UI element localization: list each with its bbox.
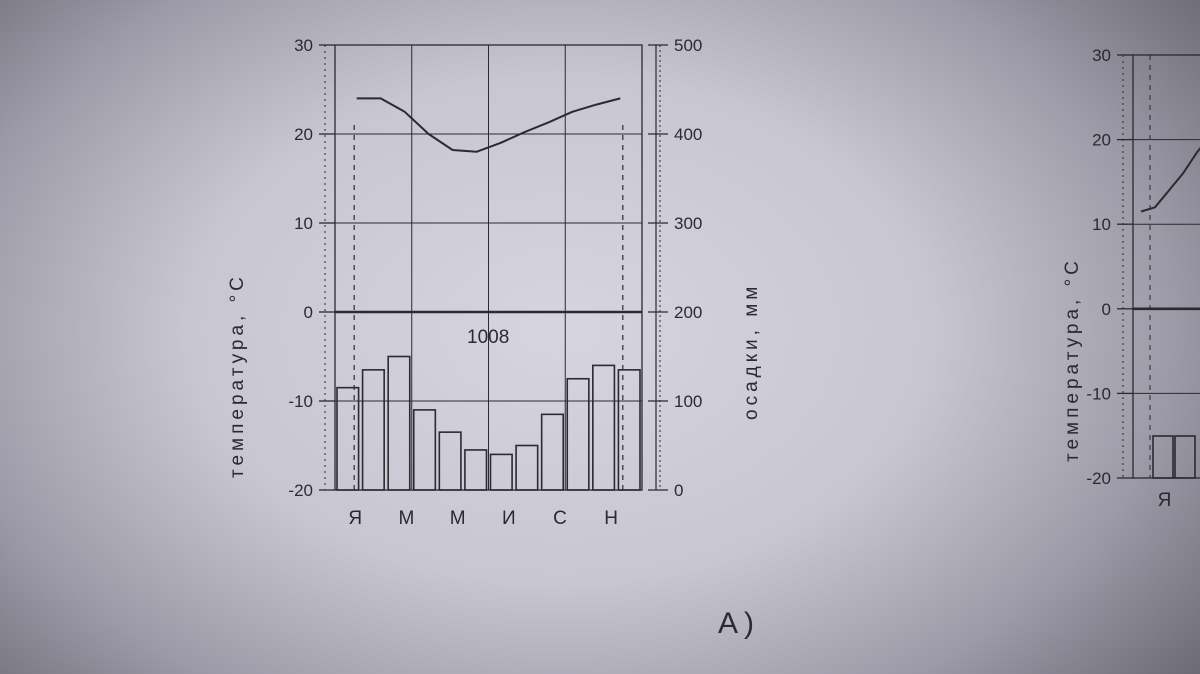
chart-a-month-label: М (450, 508, 467, 529)
chart-a-precip-bar (489, 453, 513, 491)
panel-label-a: A) (718, 607, 760, 640)
chart-a-precip-bar (592, 364, 616, 491)
climate-chart-b: 30 20 10 0 -10 -20 Я температура, °С (1062, 46, 1200, 511)
chart-b-temperature-curve (1140, 147, 1200, 213)
chart-a-right-tick-label: 0 (674, 481, 683, 500)
chart-a-left-tick-label: -10 (288, 392, 313, 411)
chart-b-left-tick-label: 30 (1092, 46, 1111, 65)
chart-b-axis-ticks (1117, 54, 1133, 479)
chart-b-tick-labels: 30 20 10 0 -10 -20 Я (1086, 46, 1173, 511)
chart-a-right-tick-label: 500 (674, 36, 702, 55)
chart-a-precip-bar (464, 449, 488, 491)
chart-a-grid (334, 44, 643, 491)
chart-b-frame (1132, 54, 1200, 479)
chart-a-left-tick-label: 20 (294, 125, 313, 144)
chart-a-left-tick-label: -20 (288, 481, 313, 500)
chart-a-precip-bar (412, 409, 437, 491)
chart-a-ylabel-left: температура, °С (227, 273, 248, 478)
chart-b-left-tick-label: 0 (1102, 300, 1111, 319)
chart-a-right-tick-label: 400 (674, 125, 702, 144)
chart-a-month-label: Н (604, 508, 619, 529)
chart-a-precip-bar (566, 377, 590, 491)
chart-a-precip-bar (387, 355, 411, 491)
chart-b-ylabel-left: температура, °С (1062, 257, 1083, 462)
chart-a-month-label: И (502, 508, 517, 529)
chart-a-precip-bar (617, 369, 641, 491)
chart-a-right-tick-label: 200 (674, 303, 702, 322)
chart-b-left-tick-label: 10 (1092, 215, 1111, 234)
chart-a-ylabel-right: осадки, мм (741, 283, 762, 420)
chart-a-right-tick-label: 300 (674, 214, 702, 233)
chart-a-temperature-line (356, 97, 621, 153)
chart-a-precip-bar (515, 444, 539, 491)
chart-a-axis-ticks (319, 44, 668, 491)
chart-b-temperature-line (1140, 147, 1200, 213)
chart-a-month-label: С (553, 508, 568, 529)
chart-a-precip-bar (438, 431, 462, 491)
chart-a-month-label: Я (348, 508, 363, 529)
chart-b-left-tick-label: -20 (1086, 469, 1111, 488)
chart-b-precip-bars (1152, 435, 1196, 479)
chart-a-precip-bar (540, 413, 565, 491)
chart-a-temperature-curve (356, 97, 621, 153)
chart-a-precip-bar (336, 386, 360, 491)
chart-a-month-label: М (399, 508, 416, 529)
chart-b-left-tick-label: 20 (1092, 131, 1111, 150)
chart-a-left-tick-label: 30 (294, 36, 313, 55)
chart-a-precip-bar (361, 369, 385, 491)
chart-b-month-label: Я (1158, 490, 1173, 511)
chart-a-left-tick-label: 0 (304, 303, 313, 322)
chart-b-grid (1132, 54, 1200, 479)
chart-a-precip-bars (336, 355, 641, 491)
chart-b-precip-bar (1152, 435, 1174, 479)
chart-a-annotation: 1008 (467, 327, 509, 348)
chart-a-right-tick-label: 100 (674, 392, 702, 411)
chart-a-left-tick-label: 10 (294, 214, 313, 233)
chart-b-precip-bar (1174, 435, 1196, 479)
chart-b-left-tick-label: -10 (1086, 384, 1111, 403)
